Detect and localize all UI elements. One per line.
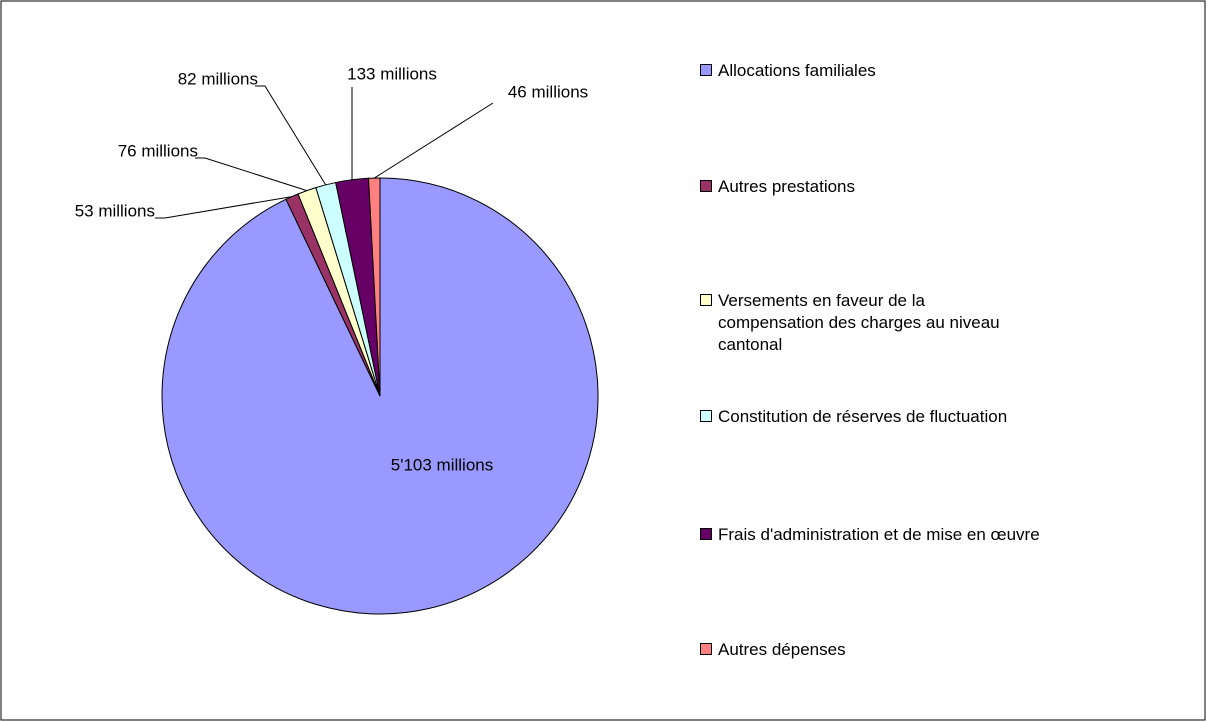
legend-label: Autres prestations <box>718 177 856 196</box>
legend-label: Autres dépenses <box>718 640 846 659</box>
legend-swatch <box>700 410 712 422</box>
data-label: 53 millions <box>75 201 155 220</box>
legend-entry: Allocations familiales <box>700 60 1170 82</box>
legend-entry: Constitution de réserves de fluctuation <box>700 406 1170 428</box>
data-label: 133 millions <box>347 64 437 83</box>
leader-line <box>255 85 327 186</box>
legend-label: Frais d'administration et de mise en œuv… <box>718 525 1040 544</box>
leader-line <box>195 157 308 192</box>
legend-label: Allocations familiales <box>718 61 876 80</box>
legend-entry: Frais d'administration et de mise en œuv… <box>700 524 1170 546</box>
legend-swatch <box>700 528 712 540</box>
data-label: 5'103 millions <box>391 455 493 474</box>
legend-entry: Autres prestations <box>700 176 1170 198</box>
legend-swatch <box>700 643 712 655</box>
data-label: 76 millions <box>118 141 198 160</box>
legend-entry: Autres dépenses <box>700 639 1170 661</box>
legend-swatch <box>700 180 712 192</box>
legend-label: Versements en faveur de la compensation … <box>718 291 1000 354</box>
legend-entry: Versements en faveur de la compensation … <box>700 290 1170 356</box>
data-label: 82 millions <box>178 69 258 88</box>
leader-line <box>373 102 494 179</box>
legend-label: Constitution de réserves de fluctuation <box>718 407 1008 426</box>
legend-swatch <box>700 64 712 76</box>
data-label: 46 millions <box>508 82 588 101</box>
leader-line <box>155 196 293 219</box>
legend-swatch <box>700 294 712 306</box>
